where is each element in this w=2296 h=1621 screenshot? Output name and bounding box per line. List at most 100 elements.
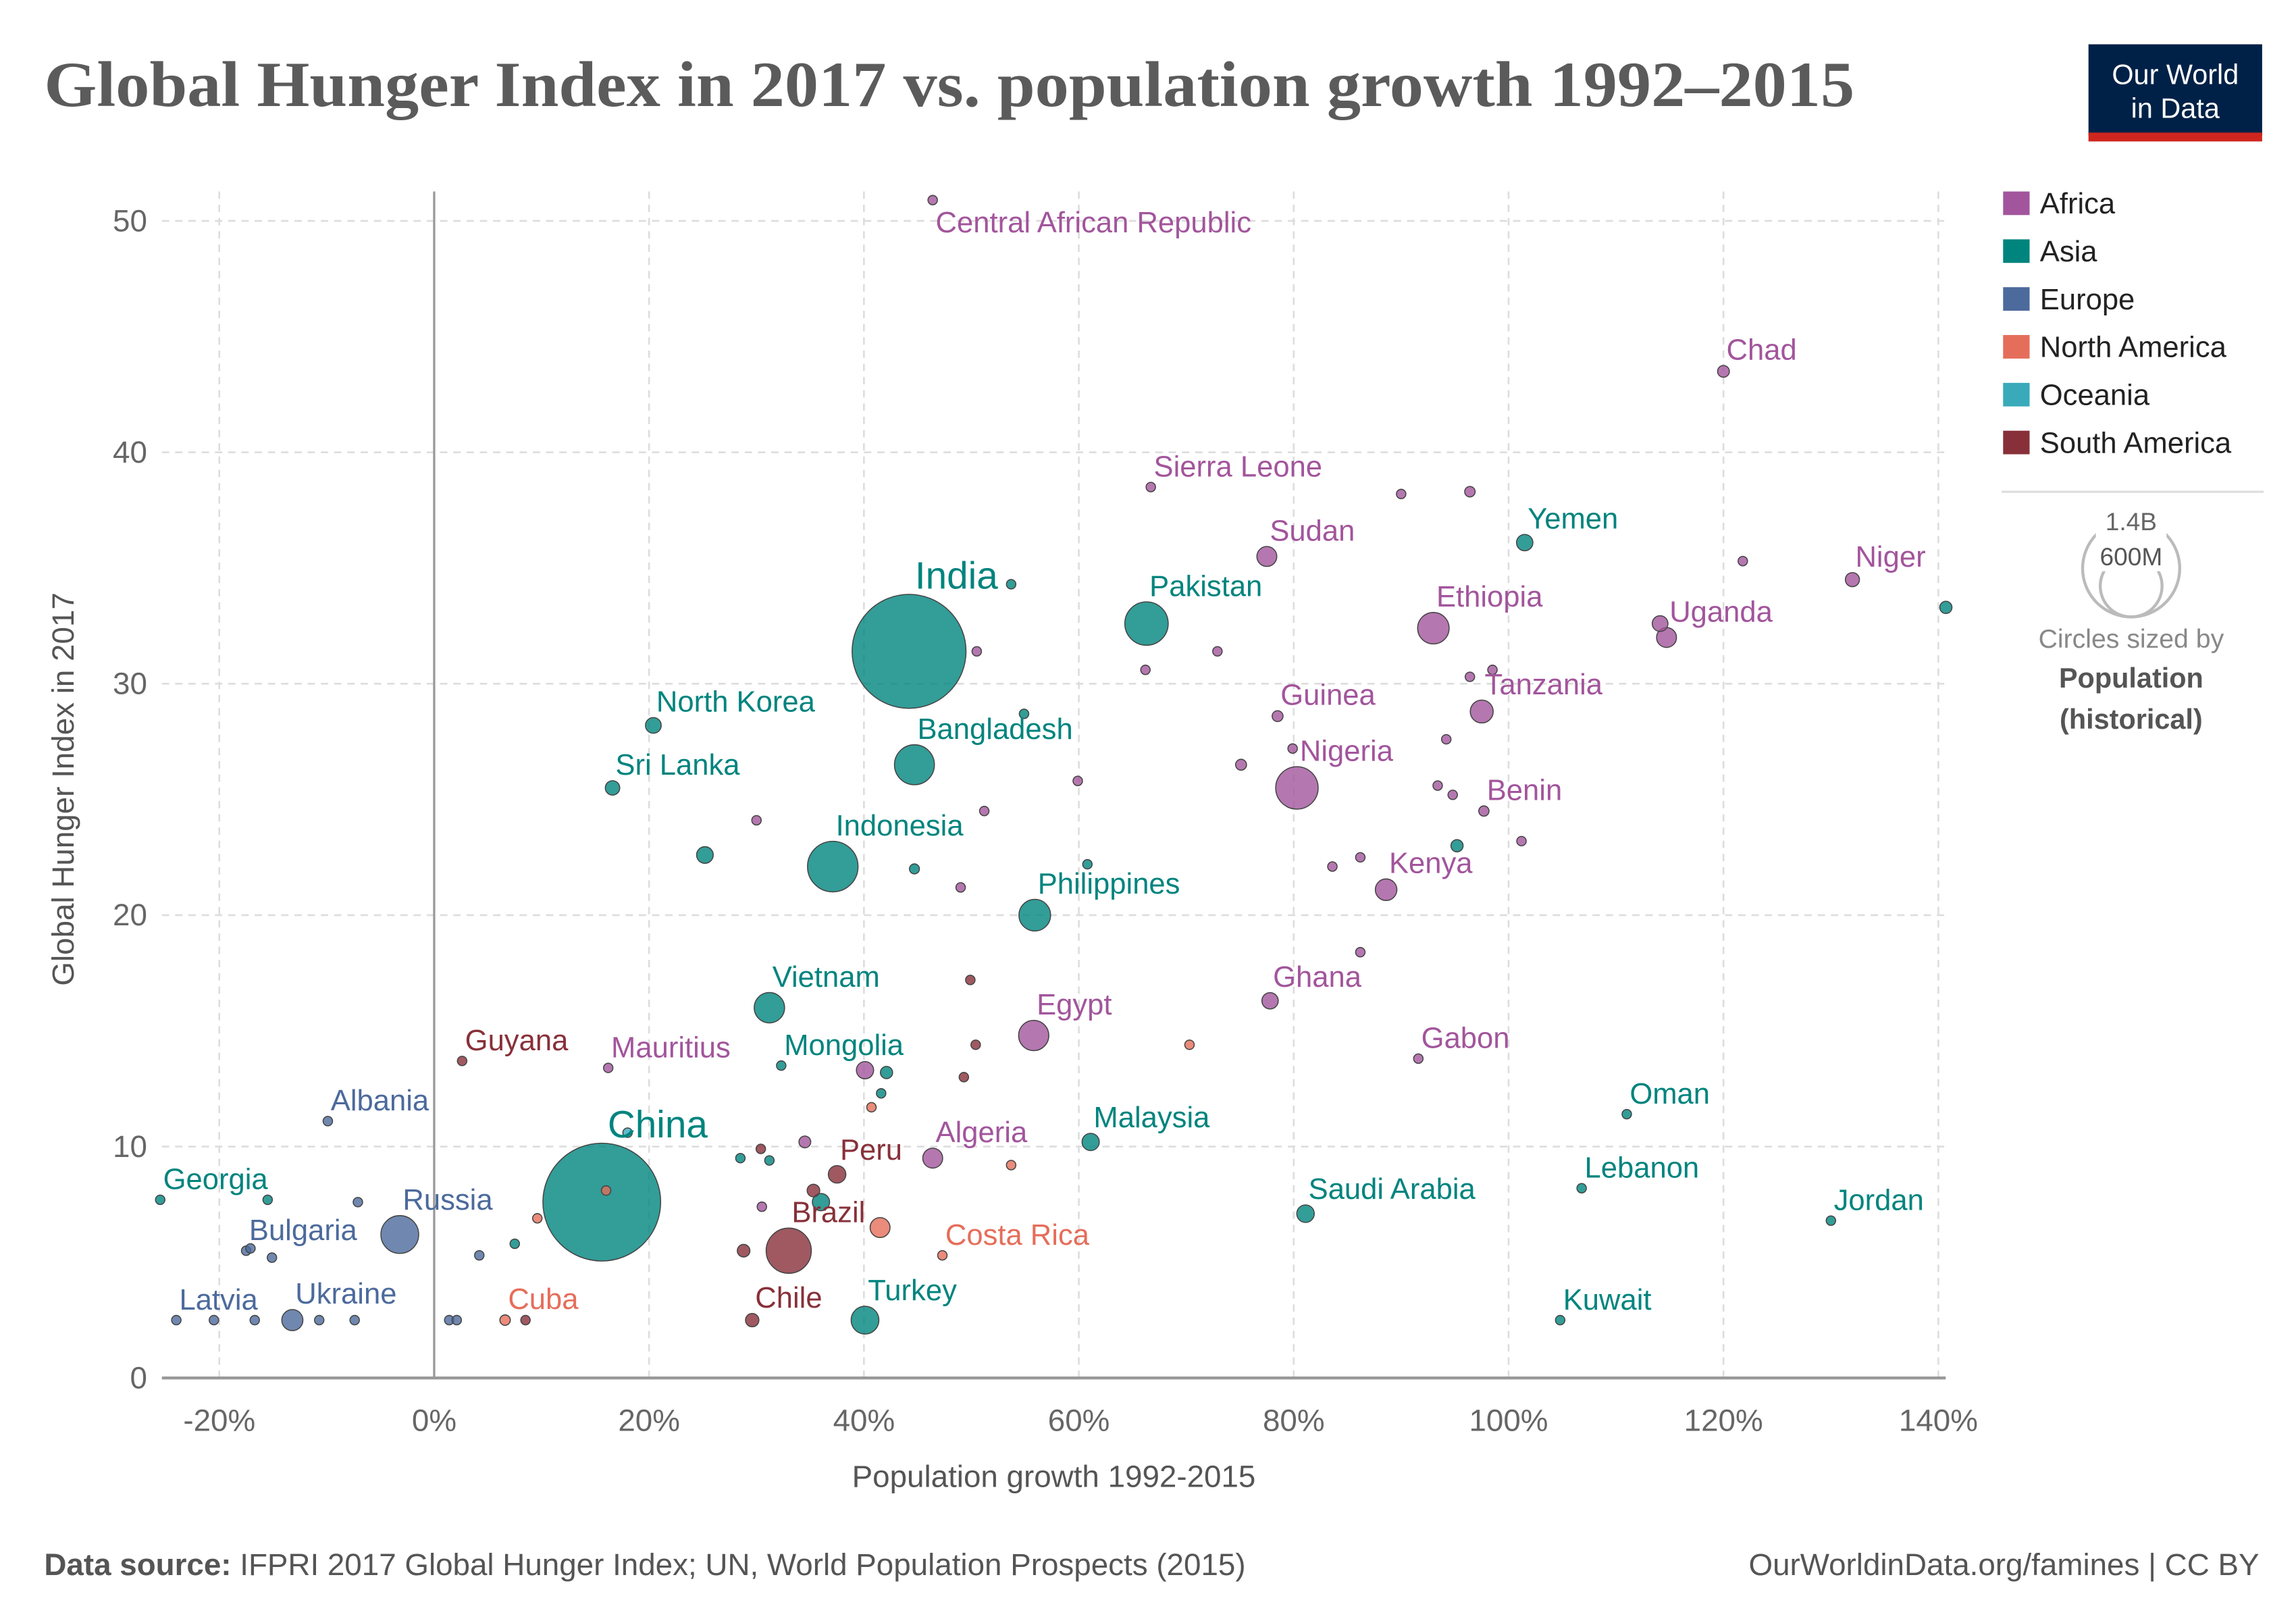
point-label: Bulgaria [249,1214,358,1247]
chart-title: Global Hunger Index in 2017 vs. populati… [44,49,1854,120]
data-point [869,1216,891,1238]
legend-label: Africa [2040,188,2116,220]
data-point [927,195,938,206]
data-point [1464,486,1476,498]
x-tick-label: 80% [1263,1404,1325,1438]
data-point [764,1155,775,1166]
data-point [209,1314,219,1326]
data-point [1374,878,1398,902]
data-point [1184,1039,1195,1050]
data-point [1396,488,1407,500]
data-point [879,1066,893,1079]
point-label: Latvia [179,1284,258,1316]
x-tick-label: 140% [1899,1404,1978,1438]
data-point [249,1314,260,1326]
data-point [1145,482,1156,492]
point-label: Malaysia [1093,1102,1210,1134]
point-label: Bangladesh [917,713,1072,746]
data-point [1018,898,1051,932]
data-point [1939,600,1953,615]
point-label: Nigeria [1300,735,1394,767]
data-point [937,1250,948,1261]
data-point [765,1227,812,1274]
data-point [600,1185,612,1196]
data-point [971,646,983,657]
y-tick-label: 20 [113,898,147,932]
y-tick-label: 30 [113,667,147,701]
point-label: Pakistan [1149,570,1262,602]
size-legend-variable-suffix: (historical) [2060,704,2203,735]
data-point [1440,734,1452,745]
data-point [922,1148,943,1169]
data-point [852,594,967,709]
footer-source: Data source: IFPRI 2017 Global Hunger In… [44,1547,1245,1582]
data-point [754,992,785,1024]
point-label: North Korea [656,686,816,719]
data-point [1515,534,1534,552]
size-legend-big-label: 1.4B [2106,507,2157,536]
data-point [1621,1108,1632,1120]
data-point [380,1215,419,1254]
point-label: Kenya [1389,848,1473,880]
data-point [807,840,859,893]
legend-label: South America [2040,427,2232,459]
data-point [735,1152,746,1164]
y-tick-label: 0 [130,1360,147,1395]
data-point [1287,743,1298,754]
data-point [451,1314,463,1326]
point-label: Saudi Arabia [1309,1173,1476,1206]
data-point [1355,852,1366,863]
data-point [1450,839,1464,852]
x-tick-label: 20% [618,1404,680,1438]
data-point [965,975,976,985]
data-point [958,1072,970,1083]
point-label: Sri Lanka [615,749,740,781]
data-points [155,195,1953,1335]
point-label: Yemen [1528,503,1618,536]
footer-link[interactable]: OurWorldinData.org/famines | CC BY [1748,1547,2259,1582]
data-point [1140,665,1151,675]
point-label: Niger [1855,541,1925,573]
point-label: Ghana [1273,961,1362,994]
grid [161,191,1946,1379]
point-label: Benin [1487,774,1562,806]
size-legend-mask [2095,506,2167,571]
data-point [474,1250,485,1261]
logo-background [2088,44,2262,136]
point-label: Russia [402,1184,493,1216]
data-point [1296,1204,1315,1223]
data-point [456,1056,468,1066]
point-label: Uganda [1669,596,1773,628]
data-point [245,1243,256,1254]
point-label: Egypt [1037,989,1112,1021]
data-point [171,1314,182,1326]
logo-line1: Our World [2112,59,2239,90]
data-point [979,806,990,817]
data-point [827,1164,847,1184]
data-point [1234,758,1247,771]
data-point [745,1312,760,1328]
footer-source-text: IFPRI 2017 Global Hunger Index; UN, Worl… [240,1547,1245,1582]
point-label: Ukraine [295,1278,396,1310]
legend: Africa Asia Europe North America Oceania Sout… [2003,188,2232,459]
data-point [1006,1160,1017,1170]
data-point [970,1039,981,1050]
data-point [1516,835,1527,847]
point-label: Costa Rica [945,1219,1090,1252]
y-tick-label: 10 [113,1129,147,1164]
point-label: Brazil [791,1197,865,1229]
point-label: Albania [331,1085,429,1117]
logo[interactable]: Our World in Data [2088,44,2262,142]
data-point [1261,992,1279,1010]
data-point [1082,858,1093,870]
data-point [622,1127,633,1138]
x-tick-label: 60% [1048,1404,1110,1438]
point-label: Turkey [868,1275,957,1307]
data-point [755,1143,766,1154]
point-label: Central African Republic [936,207,1252,239]
data-point [1469,699,1494,724]
x-tick-label: -20% [183,1404,255,1438]
data-point [1447,790,1458,800]
data-point [353,1197,363,1208]
